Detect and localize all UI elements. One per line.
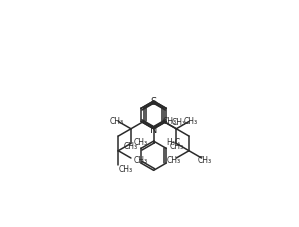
Text: H₃C: H₃C [167, 138, 181, 147]
Text: CH₃: CH₃ [124, 142, 138, 151]
Text: CH₃: CH₃ [172, 118, 186, 127]
Text: CH₃: CH₃ [169, 142, 183, 151]
Text: CH₃: CH₃ [167, 155, 181, 164]
Text: N: N [150, 124, 157, 134]
Text: CH₃: CH₃ [163, 116, 177, 125]
Text: CH₃: CH₃ [184, 116, 198, 125]
Text: CH₃: CH₃ [134, 155, 148, 164]
Text: CH₃: CH₃ [197, 155, 211, 164]
Text: CH₃: CH₃ [134, 138, 148, 147]
Text: CH₃: CH₃ [118, 164, 132, 173]
Text: CH₃: CH₃ [109, 116, 123, 125]
Text: S: S [151, 97, 157, 107]
